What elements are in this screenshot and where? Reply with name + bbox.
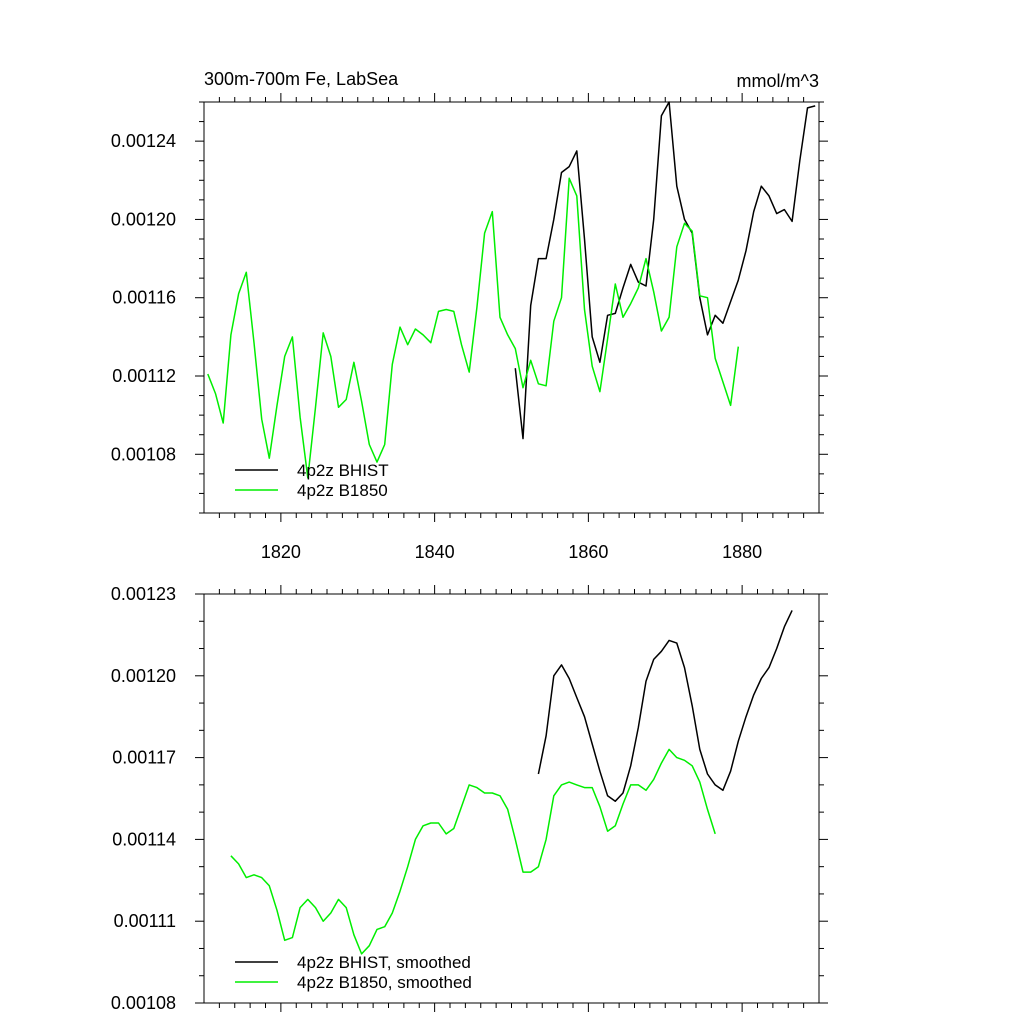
legend-label: 4p2z B1850, smoothed [297,973,472,992]
y-tick-label: 0.00111 [114,911,176,931]
y-tick-label: 0.00116 [112,288,176,308]
series-line [230,748,716,955]
chart-units: mmol/m^3 [737,71,819,91]
plot-panel-1: 0.00108 0.00112 0.00116 0.00120 0.00124 1820 1… [111,93,828,562]
chart-title: 300m-700m Fe, LabSea [204,69,399,89]
y-tick-label: 0.00108 [111,444,176,464]
x-tick-label: 1840 [415,542,455,562]
x-tick-label: 1880 [722,542,762,562]
y-tick-label: 0.00108 [111,993,176,1013]
y-tick-label: 0.00112 [112,366,176,386]
plot-panel-2: 0.00108 0.00111 0.00114 0.00117 0.00120 0.001… [111,584,828,1013]
plot-frame [203,101,820,514]
y-tick-label: 0.00124 [111,131,176,151]
y-tick-label: 0.00114 [112,829,176,849]
series-line [514,101,816,440]
x-tick-label: 1860 [568,542,608,562]
legend-label: 4p2z BHIST, smoothed [297,953,471,972]
y-tick-label: 0.00117 [112,748,176,768]
plot-frame [203,593,820,1004]
legend-label: 4p2z B1850 [297,481,388,500]
y-tick-label: 0.00120 [111,666,176,686]
x-tick-label: 1820 [261,542,301,562]
legend-label: 4p2z BHIST [297,461,389,480]
series-line [537,610,793,802]
y-tick-label: 0.00123 [111,584,176,604]
y-tick-label: 0.00120 [111,209,176,229]
series-line [207,177,740,479]
